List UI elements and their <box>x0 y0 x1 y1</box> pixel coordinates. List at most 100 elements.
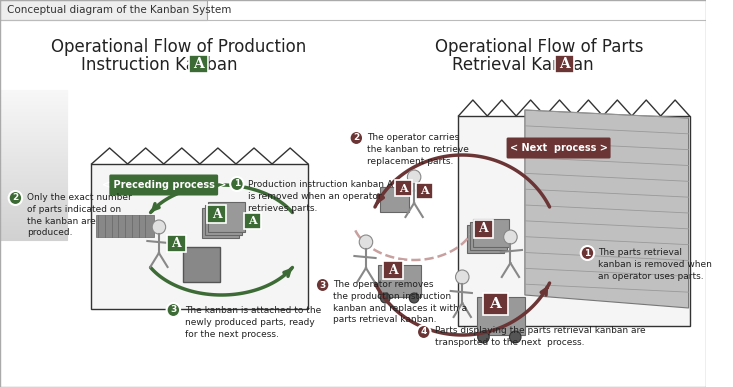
Bar <box>0 128 67 129</box>
Text: Production instruction kanban A
is removed when an operator
retrieves parts.: Production instruction kanban A is remov… <box>248 180 392 212</box>
Bar <box>0 117 67 118</box>
Bar <box>183 247 220 282</box>
Circle shape <box>581 246 594 260</box>
Bar <box>0 181 67 182</box>
Text: A: A <box>479 223 488 236</box>
Bar <box>474 220 493 238</box>
Bar <box>0 160 67 161</box>
Bar <box>0 106 67 107</box>
Bar <box>0 195 67 196</box>
Bar <box>96 215 154 237</box>
Bar <box>0 108 67 109</box>
Bar <box>0 99 67 100</box>
Bar <box>0 232 67 233</box>
Bar <box>0 155 67 156</box>
Text: 2: 2 <box>353 134 359 142</box>
Bar <box>208 202 245 232</box>
FancyBboxPatch shape <box>507 137 611 159</box>
Bar <box>0 169 67 170</box>
Bar <box>0 154 67 155</box>
Circle shape <box>350 131 363 145</box>
Bar <box>0 165 67 166</box>
Bar <box>0 215 67 216</box>
Text: A: A <box>212 207 221 221</box>
Text: A: A <box>490 297 501 311</box>
Bar <box>0 90 67 91</box>
Bar <box>0 222 67 223</box>
Bar <box>0 104 67 105</box>
Bar <box>0 211 67 212</box>
Bar <box>0 220 67 221</box>
Text: A: A <box>172 237 181 250</box>
Bar <box>243 213 261 229</box>
Bar <box>0 189 67 190</box>
Bar <box>0 107 67 108</box>
Text: 4: 4 <box>421 327 427 337</box>
Circle shape <box>316 278 329 292</box>
Text: Only the exact number
of parts indicated on
the kanban are
produced.: Only the exact number of parts indicated… <box>27 193 132 237</box>
Bar <box>0 143 67 144</box>
Circle shape <box>478 331 489 343</box>
Bar <box>0 145 67 146</box>
Bar <box>0 196 67 197</box>
Bar <box>0 121 67 122</box>
Bar <box>0 139 67 140</box>
Bar <box>0 102 67 103</box>
Bar <box>0 109 67 110</box>
Bar <box>0 105 67 106</box>
Bar <box>0 164 67 165</box>
Bar <box>0 112 67 113</box>
Text: The parts retrieval
kanban is removed when
an operator uses parts.: The parts retrieval kanban is removed wh… <box>598 248 712 281</box>
Bar <box>0 95 67 96</box>
Bar <box>0 110 67 111</box>
Bar <box>0 151 67 152</box>
Bar <box>0 183 67 184</box>
Bar <box>0 198 67 199</box>
Bar <box>0 200 67 201</box>
Bar <box>0 235 67 236</box>
Bar <box>0 214 67 215</box>
Bar <box>0 213 67 214</box>
Bar <box>0 174 67 175</box>
Bar <box>0 179 67 180</box>
Bar <box>0 157 67 158</box>
Circle shape <box>166 303 180 317</box>
Circle shape <box>152 220 166 234</box>
Bar <box>0 132 67 133</box>
Bar <box>0 234 67 235</box>
Bar <box>0 216 67 217</box>
Bar <box>380 187 409 212</box>
Bar <box>0 149 67 150</box>
Bar <box>0 135 67 136</box>
Text: 3: 3 <box>170 305 177 315</box>
Bar <box>0 140 67 141</box>
Bar <box>383 261 402 279</box>
Bar <box>0 226 67 227</box>
Bar <box>0 94 67 95</box>
Bar <box>0 191 67 192</box>
Bar <box>0 239 67 240</box>
Bar <box>0 221 67 222</box>
Bar <box>0 138 67 139</box>
Text: A: A <box>248 216 257 226</box>
Text: 1: 1 <box>584 248 591 257</box>
Bar <box>0 229 67 230</box>
Bar <box>395 180 412 196</box>
Text: Retrieval Kanban: Retrieval Kanban <box>452 56 594 74</box>
Bar <box>0 93 67 94</box>
Text: A: A <box>559 57 570 71</box>
Bar <box>0 199 67 200</box>
Bar <box>0 97 67 98</box>
Bar <box>0 237 67 238</box>
Bar <box>0 156 67 157</box>
Text: 1: 1 <box>234 180 240 188</box>
Bar <box>0 134 67 135</box>
Bar <box>0 100 67 101</box>
Bar <box>484 293 507 315</box>
Circle shape <box>230 177 243 191</box>
Bar <box>0 162 67 163</box>
Bar <box>0 208 67 209</box>
Circle shape <box>509 331 521 343</box>
Bar <box>0 201 67 202</box>
Bar <box>0 136 67 137</box>
